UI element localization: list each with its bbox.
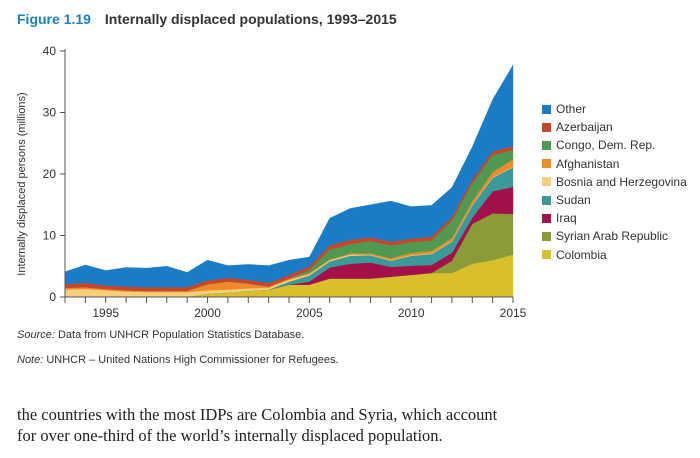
area-other xyxy=(64,64,514,288)
legend-item: Syrian Arab Republic xyxy=(542,227,687,245)
source-label: Source: xyxy=(17,329,55,341)
body-paragraph: the countries with the most IDPs are Col… xyxy=(17,404,497,446)
legend-item: Congo, Dem. Rep. xyxy=(542,136,687,154)
legend-swatch xyxy=(542,177,551,187)
x-tick-label: 2000 xyxy=(194,306,221,320)
legend-label: Afghanistan xyxy=(556,156,620,171)
y-tick-label: 30 xyxy=(43,106,57,120)
x-tick-label: 2005 xyxy=(296,306,323,320)
legend-item: Azerbaijan xyxy=(542,118,687,136)
x-tick-label: 1995 xyxy=(92,306,119,320)
x-tick-label: 2010 xyxy=(398,306,425,320)
legend-label: Bosnia and Herzegovina xyxy=(556,174,687,189)
legend-swatch xyxy=(542,213,551,223)
x-tick-label: 2015 xyxy=(500,306,527,320)
legend-swatch xyxy=(542,140,551,150)
y-tick-label: 40 xyxy=(43,44,57,58)
legend-swatch xyxy=(542,195,551,205)
legend-label: Congo, Dem. Rep. xyxy=(556,138,656,153)
stacked-area-chart: 0 10 20 30 40 1995 2000 2005 2010 2015 Internally … xyxy=(16,44,527,320)
note-label: Note: xyxy=(17,354,44,366)
y-tick-label: 20 xyxy=(43,167,57,181)
y-tick-label: 0 xyxy=(49,290,56,304)
body-line: the countries with the most IDPs are Col… xyxy=(17,405,498,424)
legend-label: Azerbaijan xyxy=(556,120,613,135)
note-line: Note: UNHCR – United Nations High Commis… xyxy=(17,354,339,366)
legend-item: Colombia xyxy=(542,246,687,264)
legend-item: Afghanistan xyxy=(542,155,687,173)
legend-label: Sudan xyxy=(556,193,591,208)
note-text: UNHCR – United Nations High Commissioner… xyxy=(43,354,339,366)
source-line: Source: Data from UNHCR Population Stati… xyxy=(17,329,304,341)
legend-label: Colombia xyxy=(556,247,607,262)
legend-swatch xyxy=(542,231,551,241)
legend-label: Iraq xyxy=(556,211,577,226)
legend-label: Other xyxy=(556,102,587,117)
figure-number: Figure 1.19 xyxy=(17,11,91,27)
legend-item: Bosnia and Herzegovina xyxy=(542,173,687,191)
legend-item: Other xyxy=(542,100,687,118)
figure-heading: Figure 1.19 Internally displaced populati… xyxy=(17,11,397,27)
y-axis-label: Internally displaced persons (millions) xyxy=(16,92,28,275)
legend-swatch xyxy=(542,104,551,114)
legend-swatch xyxy=(542,159,551,169)
legend-swatch xyxy=(542,122,551,132)
legend-item: Iraq xyxy=(542,209,687,227)
legend-swatch xyxy=(542,250,551,260)
legend-label: Syrian Arab Republic xyxy=(556,229,669,244)
figure-title: Internally displaced populations, 1993–2… xyxy=(104,11,397,27)
source-text: Data from UNHCR Population Statistics Da… xyxy=(54,329,305,341)
y-tick-label: 10 xyxy=(43,229,57,243)
chart-legend: Other Azerbaijan Congo, Dem. Rep. Afghanist… xyxy=(542,100,687,264)
legend-item: Sudan xyxy=(542,191,687,209)
body-line: for over one-third of the world’s intern… xyxy=(17,426,443,445)
